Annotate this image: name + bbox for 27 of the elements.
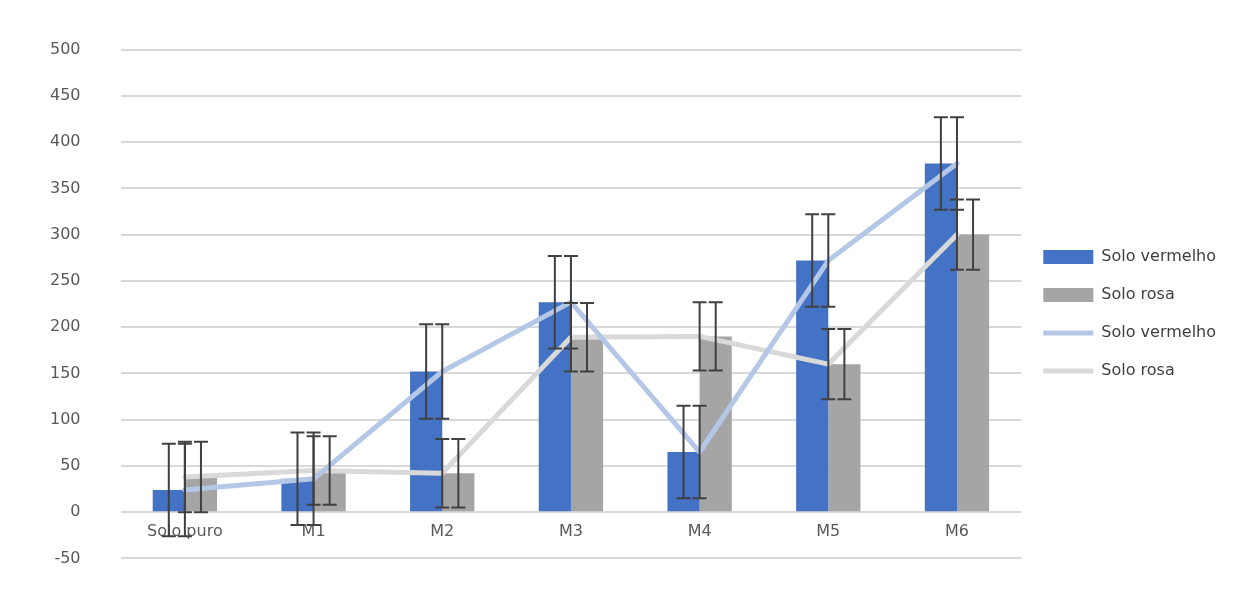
y-tick-label: 150 bbox=[49, 362, 81, 382]
y-tick-label: 400 bbox=[49, 131, 81, 151]
x-tick-label: M2 bbox=[430, 520, 455, 540]
legend-label: Solo rosa bbox=[1101, 360, 1175, 380]
y-tick-label: 350 bbox=[49, 177, 81, 197]
y-tick-label: 450 bbox=[49, 85, 81, 105]
legend-label: Solo vermelho bbox=[1101, 246, 1217, 266]
y-tick-label: 250 bbox=[49, 270, 81, 290]
bar bbox=[796, 260, 829, 512]
legend-label: Solo rosa bbox=[1101, 284, 1175, 304]
y-tick-label: 500 bbox=[49, 38, 81, 58]
x-tick-label: M4 bbox=[687, 520, 712, 540]
x-tick-label: M5 bbox=[816, 520, 841, 540]
bar bbox=[956, 234, 990, 512]
y-tick-label: 0 bbox=[70, 501, 81, 521]
y-tick-label: 100 bbox=[49, 408, 81, 428]
bar bbox=[924, 163, 957, 512]
x-tick-label: M6 bbox=[944, 520, 969, 540]
y-tick-label: 200 bbox=[49, 316, 81, 336]
bar bbox=[570, 337, 604, 512]
bar bbox=[828, 364, 861, 512]
legend-label: Solo vermelho bbox=[1101, 322, 1217, 342]
y-tick-label: 50 bbox=[60, 455, 81, 475]
y-tick-label: 300 bbox=[49, 223, 81, 243]
bar bbox=[538, 302, 571, 512]
x-tick-label: M3 bbox=[558, 520, 583, 540]
y-tick-label: -50 bbox=[54, 547, 81, 567]
